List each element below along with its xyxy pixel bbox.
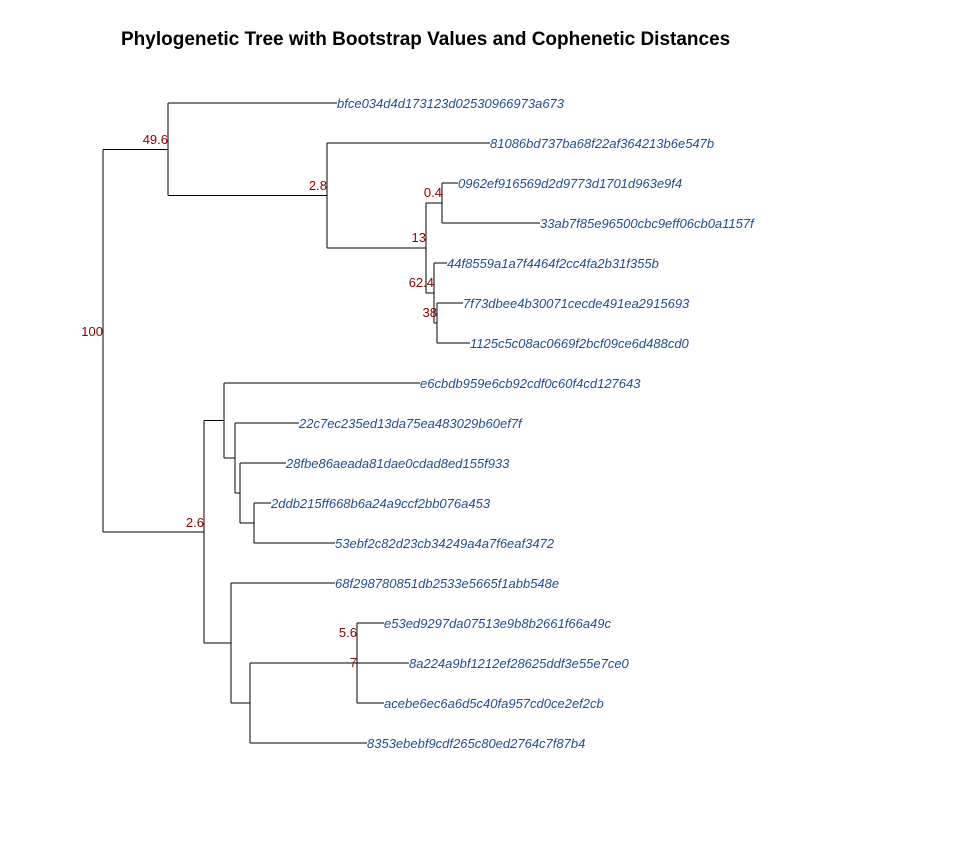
tree-branches xyxy=(102,102,540,744)
tip-label: 7f73dbee4b30071cecde491ea2915693 xyxy=(463,296,690,311)
tip-label: e53ed9297da07513e9b8b2661f66a49c xyxy=(384,616,612,631)
tip-label: 53ebf2c82d23cb34249a4a7f6eaf3472 xyxy=(335,536,555,551)
bootstrap-value: 62.4 xyxy=(409,275,434,290)
bootstrap-value: 2.8 xyxy=(309,178,327,193)
tip-label: 81086bd737ba68f22af364213b6e547b xyxy=(490,136,714,151)
page-title: Phylogenetic Tree with Bootstrap Values … xyxy=(121,29,730,50)
tip-label: 68f298780851db2533e5665f1abb548e xyxy=(335,576,559,591)
bootstrap-value: 5.6 xyxy=(339,625,357,640)
bootstrap-value: 13 xyxy=(412,230,426,245)
bootstrap-value: 0.4 xyxy=(424,185,442,200)
bootstrap-value: 100 xyxy=(81,324,103,339)
tip-label: 1125c5c08ac0669f2bcf09ce6d488cd0 xyxy=(470,336,690,351)
tip-label: acebe6ec6a6d5c40fa957cd0ce2ef2cb xyxy=(384,696,604,711)
tip-label: e6cbdb959e6cb92cdf0c60f4cd127643 xyxy=(420,376,641,391)
tip-labels: bfce034d4d173123d02530966973a673 81086bd7… xyxy=(270,96,755,751)
tip-label: 22c7ec235ed13da75ea483029b60ef7f xyxy=(298,416,523,431)
tip-label: 2ddb215ff668b6a24a9ccf2bb076a453 xyxy=(270,496,491,511)
tip-label: bfce034d4d173123d02530966973a673 xyxy=(337,96,565,111)
bootstrap-value: 49.6 xyxy=(143,132,168,147)
tip-label: 0962ef916569d2d9773d1701d963e9f4 xyxy=(458,176,682,191)
bootstrap-value: 2.6 xyxy=(186,515,204,530)
bootstrap-value: 7 xyxy=(350,655,357,670)
tip-label: 8a224a9bf1212ef28625ddf3e55e7ce0 xyxy=(409,656,630,671)
bootstrap-labels: 49.6 2.8 0.4 13 62.4 38 100 2.6 5.6 7 xyxy=(81,132,442,670)
tip-label: 33ab7f85e96500cbc9eff06cb0a1157f xyxy=(540,216,755,231)
bootstrap-value: 38 xyxy=(423,305,437,320)
tip-label: 8353ebebf9cdf265c80ed2764c7f87b4 xyxy=(367,736,585,751)
tip-label: 28fbe86aeada81dae0cdad8ed155f933 xyxy=(285,456,510,471)
tip-label: 44f8559a1a7f4464f2cc4fa2b31f355b xyxy=(447,256,659,271)
